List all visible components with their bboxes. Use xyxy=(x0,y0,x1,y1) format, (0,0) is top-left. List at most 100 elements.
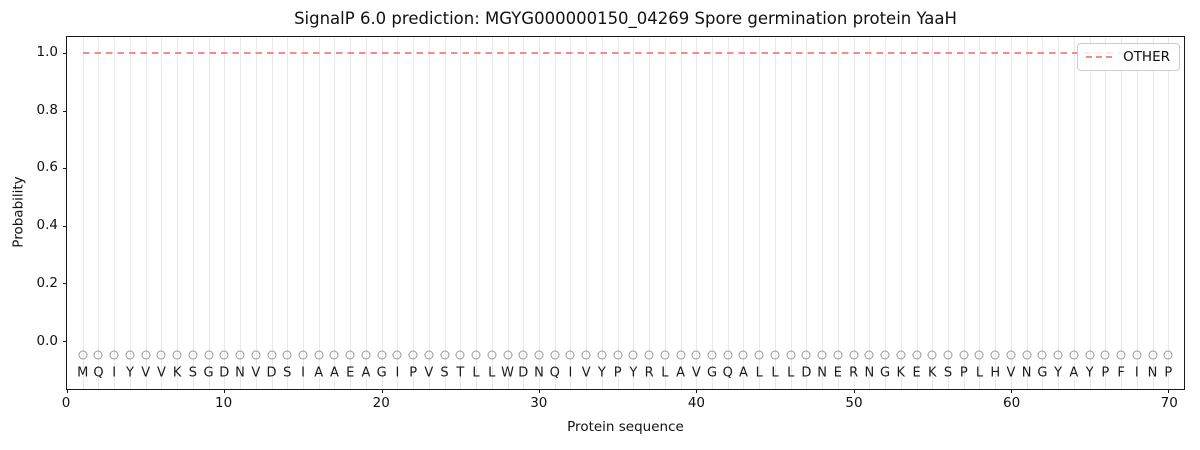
residue-marker xyxy=(424,350,434,360)
residue-gridline xyxy=(365,37,367,389)
x-tick-label: 40 xyxy=(687,395,706,411)
residue-letter: P xyxy=(409,365,418,381)
residue-letter: L xyxy=(975,365,984,381)
residue-letter: M xyxy=(77,365,89,381)
chart-title: SignalP 6.0 prediction: MGYG000000150_04… xyxy=(294,9,957,28)
residue-marker xyxy=(754,350,764,360)
residue-marker xyxy=(660,350,670,360)
residue-marker xyxy=(628,350,638,360)
residue-letter: E xyxy=(912,365,921,381)
residue-marker xyxy=(298,350,308,360)
residue-marker xyxy=(1163,350,1173,360)
residue-gridline xyxy=(837,37,839,389)
residue-letter: H xyxy=(990,365,1001,381)
residue-marker xyxy=(109,350,119,360)
residue-marker xyxy=(235,350,245,360)
y-tick-label: 0.0 xyxy=(36,332,58,349)
residue-gridline xyxy=(287,37,289,389)
residue-marker xyxy=(1006,350,1016,360)
residue-gridline xyxy=(129,37,131,389)
residue-marker xyxy=(455,350,465,360)
y-tick-label: 0.4 xyxy=(36,217,58,234)
residue-marker xyxy=(786,350,796,360)
residue-letter: S xyxy=(188,365,197,381)
residue-gridline xyxy=(869,37,871,389)
y-tick-label: 0.8 xyxy=(36,101,58,118)
residue-gridline xyxy=(224,37,226,389)
residue-marker xyxy=(78,350,88,360)
residue-marker xyxy=(707,350,717,360)
residue-gridline xyxy=(413,37,415,389)
residue-marker xyxy=(912,350,922,360)
residue-marker xyxy=(817,350,827,360)
x-tick-label: 10 xyxy=(215,395,233,411)
residue-gridline xyxy=(208,37,210,389)
residue-letter: V xyxy=(141,365,151,381)
residue-gridline xyxy=(161,37,163,389)
residue-gridline xyxy=(1152,37,1154,389)
residue-letter: G xyxy=(376,365,387,381)
residue-gridline xyxy=(302,37,304,389)
residue-marker xyxy=(880,350,890,360)
residue-marker xyxy=(676,350,686,360)
y-tick-mark xyxy=(63,53,67,55)
residue-gridline xyxy=(444,37,446,389)
x-axis-label: Protein sequence xyxy=(567,419,684,435)
residue-gridline xyxy=(570,37,572,389)
residue-letter: G xyxy=(203,365,214,381)
residue-marker xyxy=(1148,350,1158,360)
residue-marker xyxy=(188,350,198,360)
residue-gridline xyxy=(554,37,556,389)
residue-marker xyxy=(408,350,418,360)
residue-letter: S xyxy=(283,365,292,381)
x-tick-label: 30 xyxy=(530,395,548,411)
x-tick-label: 0 xyxy=(61,395,71,411)
residue-gridline xyxy=(696,37,698,389)
residue-letter: K xyxy=(896,365,906,381)
residue-gridline xyxy=(192,37,194,389)
residue-gridline xyxy=(334,37,336,389)
residue-marker xyxy=(1100,350,1110,360)
residue-gridline xyxy=(822,37,824,389)
residue-marker xyxy=(471,350,481,360)
residue-letter: L xyxy=(472,365,480,381)
residue-gridline xyxy=(900,37,902,389)
residue-letter: A xyxy=(314,365,324,381)
residue-letter: P xyxy=(959,365,968,381)
residue-marker xyxy=(282,350,292,360)
residue-gridline xyxy=(1010,37,1012,389)
residue-letter: D xyxy=(219,365,230,381)
residue-letter: N xyxy=(1147,365,1158,381)
residue-marker xyxy=(770,350,780,360)
residue-marker xyxy=(849,350,859,360)
residue-letter: G xyxy=(1037,365,1048,381)
residue-letter: V xyxy=(424,365,434,381)
residue-letter: E xyxy=(833,365,842,381)
residue-letter: G xyxy=(880,365,891,381)
residue-letter: T xyxy=(456,365,465,381)
residue-marker xyxy=(204,350,214,360)
residue-gridline xyxy=(460,37,462,389)
residue-letter: I xyxy=(1134,365,1139,381)
residue-marker xyxy=(959,350,969,360)
residue-letter: I xyxy=(301,365,305,381)
residue-gridline xyxy=(963,37,965,389)
residue-gridline xyxy=(617,37,619,389)
residue-marker xyxy=(597,350,607,360)
y-tick-label: 1.0 xyxy=(36,43,58,60)
x-tick-mark xyxy=(853,389,855,393)
other-probability-line xyxy=(82,52,1169,55)
residue-gridline xyxy=(255,37,257,389)
residue-marker xyxy=(581,350,591,360)
residue-letter: S xyxy=(440,365,449,381)
residue-letter: N xyxy=(534,365,544,381)
x-tick-mark xyxy=(1168,389,1170,393)
residue-gridline xyxy=(586,37,588,389)
residue-letter: Q xyxy=(93,365,104,381)
x-tick-mark xyxy=(1010,389,1012,393)
residue-gridline xyxy=(759,37,761,389)
residue-gridline xyxy=(1121,37,1123,389)
residue-marker xyxy=(361,350,371,360)
